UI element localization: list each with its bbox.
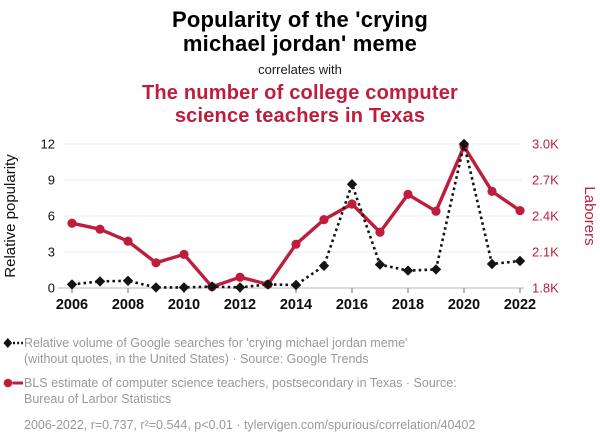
- bls-series-point: [403, 189, 413, 199]
- chart-legend: Relative volume of Google searches for '…: [3, 335, 596, 433]
- right-axis-title: Laborers: [581, 186, 598, 245]
- google-trends-series-point: [514, 255, 526, 267]
- x-axis-tick-label: 2006: [56, 297, 88, 313]
- chart-header: Popularity of the 'crying michael jordan…: [0, 0, 600, 128]
- google-trends-series-point: [150, 282, 162, 293]
- google-trends-series-point: [486, 258, 498, 270]
- google-trends-series-point: [66, 279, 78, 290]
- bls-series-point: [123, 236, 133, 246]
- stats-footer: 2006-2022, r=0.737, r²=0.544, p<0.01 · t…: [24, 418, 476, 432]
- legend-bls-line2: Bureau of Larbor Statistics: [24, 392, 172, 406]
- bls-series-point: [431, 206, 441, 216]
- google-trends-series-point: [234, 282, 246, 293]
- google-trends-series-point: [374, 259, 386, 270]
- right-axis-tick-label: 2.1K: [532, 245, 559, 260]
- page-subtitle: The number of college computer science t…: [0, 82, 600, 128]
- bls-series-point: [291, 239, 301, 249]
- bls-series-point: [95, 224, 105, 234]
- right-axis-tick-label: 1.8K: [532, 281, 559, 296]
- correlation-line-chart: 0 3 6 9 12 1.8K 2.1K 2.4K 2.7K 3.0K 2006 2008 2010 20…: [2, 137, 598, 314]
- page-subtitle-line1: The number of college computer: [141, 82, 459, 104]
- left-axis-tick-label: 0: [48, 281, 55, 296]
- bls-series-point: [347, 199, 357, 209]
- bls-series-point: [67, 218, 77, 228]
- legend-google-trends-line1: Relative volume of Google searches for '…: [24, 336, 408, 350]
- x-axis-tick-label: 2014: [280, 297, 312, 313]
- x-axis-tick-label: 2020: [448, 297, 480, 313]
- left-axis-title: Relative popularity: [2, 154, 19, 278]
- google-trends-series-line: [71, 143, 521, 289]
- black-diamond-dashed-icon: [3, 335, 24, 353]
- x-axis-tick-label: 2022: [504, 297, 536, 313]
- bls-series-point: [179, 249, 189, 259]
- left-axis-tick-label: 3: [48, 245, 55, 260]
- google-trends-series-point: [290, 279, 302, 291]
- right-axis-tick-label: 2.7K: [532, 173, 559, 188]
- page-subtitle-line2: science teachers in Texas: [174, 105, 426, 127]
- left-axis-tick-label: 12: [41, 137, 55, 152]
- google-trends-series-point: [206, 281, 218, 292]
- bls-series-point: [375, 227, 385, 237]
- right-axis-tick-label: 3.0K: [532, 137, 559, 152]
- bls-series-line: [71, 144, 521, 289]
- google-trends-series-point: [262, 279, 274, 290]
- right-axis-tick-label: 2.4K: [532, 209, 559, 224]
- x-axis-tick-label: 2016: [336, 297, 368, 313]
- bls-series-point: [151, 258, 161, 268]
- bls-series-point: [319, 215, 329, 225]
- chart-area: 0 3 6 9 12 1.8K 2.1K 2.4K 2.7K 3.0K 2006 2008 2010 20…: [0, 130, 600, 331]
- x-axis-tick-label: 2010: [168, 297, 200, 313]
- x-axis-tick-label: 2012: [224, 297, 256, 313]
- legend-item-bls: BLS estimate of computer science teacher…: [3, 375, 596, 407]
- red-circle-solid-icon: [3, 375, 24, 393]
- legend-bls-line1: BLS estimate of computer science teacher…: [24, 376, 457, 390]
- page-title-line1: Popularity of the 'crying: [172, 7, 428, 32]
- correlates-with-text: correlates with: [258, 62, 342, 77]
- legend-text-bls: BLS estimate of computer science teacher…: [24, 375, 596, 407]
- google-trends-series-point: [430, 264, 442, 275]
- left-axis-tick-label: 6: [48, 209, 55, 224]
- page-title: Popularity of the 'crying michael jordan…: [0, 8, 600, 56]
- legend-item-google-trends: Relative volume of Google searches for '…: [3, 335, 596, 367]
- x-axis-tick-label: 2008: [112, 297, 144, 313]
- x-axis-tick-label: 2018: [392, 297, 424, 313]
- google-trends-series-point: [346, 179, 358, 190]
- google-trends-series-point: [318, 260, 330, 271]
- bls-series-point: [515, 206, 525, 216]
- left-axis-tick-label: 9: [48, 173, 55, 188]
- google-trends-series-point: [178, 282, 190, 293]
- google-trends-series-point: [122, 275, 134, 286]
- google-trends-series-point: [402, 265, 414, 276]
- bls-series-point: [235, 272, 245, 282]
- bls-series-point: [487, 186, 497, 196]
- legend-google-trends-line2: (without quotes, in the United States) ·…: [24, 352, 369, 366]
- google-trends-series-point: [94, 276, 106, 287]
- legend-text-google-trends: Relative volume of Google searches for '…: [24, 335, 596, 367]
- page-title-line2: michael jordan' meme: [182, 31, 418, 56]
